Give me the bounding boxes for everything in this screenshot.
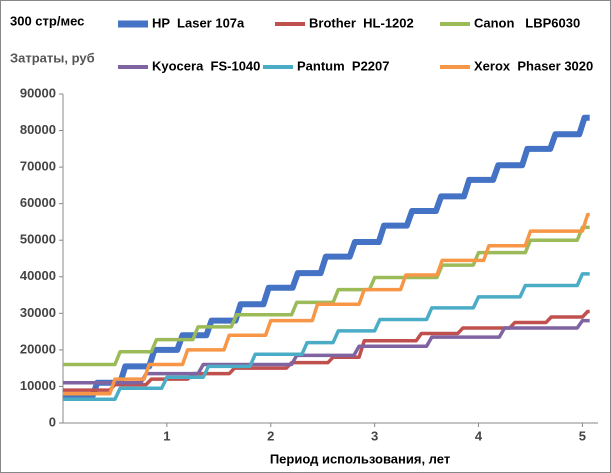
legend-label: Brother HL-1202: [309, 15, 414, 30]
y-tick-label: 90000: [20, 85, 56, 100]
series-line: [63, 309, 590, 392]
annotation: 300 стр/мес: [10, 13, 84, 28]
y-tick-label: 70000: [20, 159, 56, 174]
y-tick-label: 50000: [20, 232, 56, 247]
y-tick-label: 80000: [20, 122, 56, 137]
legend-label: Xerox Phaser 3020: [474, 58, 593, 73]
x-tick-label: 3: [371, 428, 378, 443]
x-axis-label: Период использования, лет: [270, 451, 450, 466]
y-tick-label: 30000: [20, 305, 56, 320]
x-tick-label: 1: [163, 428, 170, 443]
legend-label: Kyocera FS-1040: [152, 58, 260, 73]
y-axis-label: Затраты, руб: [10, 50, 95, 65]
x-tick-label: 4: [475, 428, 483, 443]
legend-label: HP Laser 107a: [152, 15, 245, 30]
series-line: [63, 114, 590, 401]
x-tick-label: 5: [579, 428, 586, 443]
y-tick-label: 10000: [20, 378, 56, 393]
legend-label: Pantum P2207: [297, 58, 390, 73]
y-tick-label: 0: [49, 414, 56, 429]
y-tick-label: 20000: [20, 341, 56, 356]
series-line: [63, 225, 590, 367]
y-tick-label: 40000: [20, 268, 56, 283]
series-line: [63, 318, 590, 385]
series-line: [63, 212, 590, 396]
legend-label: Canon LBP6030: [474, 15, 580, 30]
x-tick-label: 2: [267, 428, 274, 443]
series-line: [63, 272, 590, 401]
y-tick-label: 60000: [20, 195, 56, 210]
